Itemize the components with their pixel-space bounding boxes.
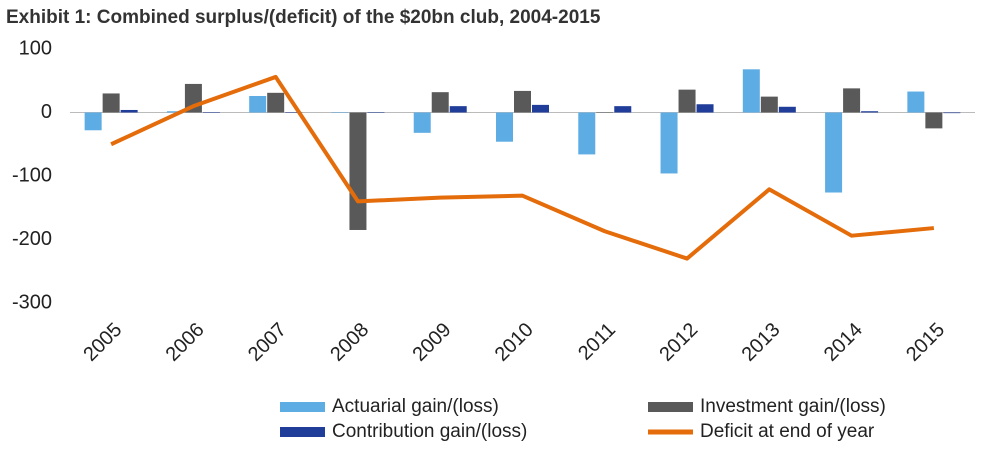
bar <box>532 104 549 113</box>
bar <box>331 112 349 113</box>
bar <box>349 112 367 230</box>
bar <box>907 91 925 113</box>
bar <box>267 92 285 113</box>
x-tick-label: 2013 <box>738 319 785 366</box>
legend-label: Investment gain/(loss) <box>700 396 886 417</box>
y-tick-label: 0 <box>41 101 52 123</box>
bar <box>925 112 943 129</box>
bar <box>202 112 220 113</box>
x-tick-label: 2009 <box>408 319 455 366</box>
bar <box>496 112 513 142</box>
bar <box>760 96 778 113</box>
bar <box>413 112 431 133</box>
legend-swatch <box>280 402 325 412</box>
bar <box>120 109 138 113</box>
x-tick-label: 2010 <box>491 319 538 366</box>
legend-swatch <box>648 402 693 412</box>
legend-label: Deficit at end of year <box>700 421 875 442</box>
chart-title: Exhibit 1: Combined surplus/(deficit) of… <box>6 7 601 28</box>
x-tick-label: 2008 <box>326 319 373 366</box>
bar <box>825 112 843 193</box>
bar <box>431 92 449 113</box>
bar <box>514 90 531 113</box>
legend-label: Contribution gain/(loss) <box>332 421 527 442</box>
bar <box>102 93 120 113</box>
bar <box>660 112 678 174</box>
legend-swatch <box>280 427 325 437</box>
bar <box>249 95 267 113</box>
bar <box>449 106 467 113</box>
bar <box>596 112 614 113</box>
x-tick-label: 2011 <box>574 319 620 365</box>
bar <box>614 106 632 113</box>
bar <box>678 89 696 113</box>
x-tick-label: 2006 <box>162 319 209 366</box>
legend-label: Actuarial gain/(loss) <box>332 396 499 417</box>
bar <box>166 111 184 113</box>
line <box>110 74 935 261</box>
bar <box>578 112 596 155</box>
bar <box>861 111 879 113</box>
x-tick-label: 2015 <box>902 319 949 366</box>
y-tick-label: -300 <box>12 291 52 313</box>
x-tick-label: 2014 <box>820 319 867 366</box>
bar <box>843 88 861 113</box>
bar <box>84 112 102 131</box>
bar <box>742 69 760 113</box>
bar <box>367 112 385 113</box>
bar <box>696 104 714 113</box>
x-tick-label: 2005 <box>79 319 126 366</box>
bar <box>943 112 961 114</box>
x-tick-label: 2012 <box>655 319 702 366</box>
y-tick-label: -100 <box>12 164 52 186</box>
bar <box>285 112 303 113</box>
y-tick-label: 100 <box>19 37 52 59</box>
x-tick-label: 2007 <box>244 319 291 366</box>
y-tick-label: -200 <box>12 228 52 250</box>
bar <box>778 106 796 113</box>
